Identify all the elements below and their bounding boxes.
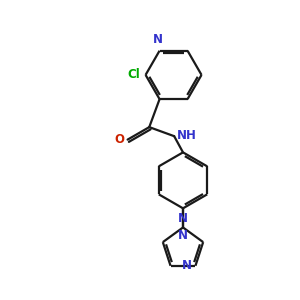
Text: NH: NH — [176, 129, 196, 142]
Text: Cl: Cl — [128, 68, 140, 81]
Text: O: O — [114, 133, 124, 146]
Text: N: N — [182, 259, 192, 272]
Text: N: N — [178, 212, 188, 225]
Text: N: N — [178, 229, 188, 242]
Text: N: N — [153, 33, 163, 46]
